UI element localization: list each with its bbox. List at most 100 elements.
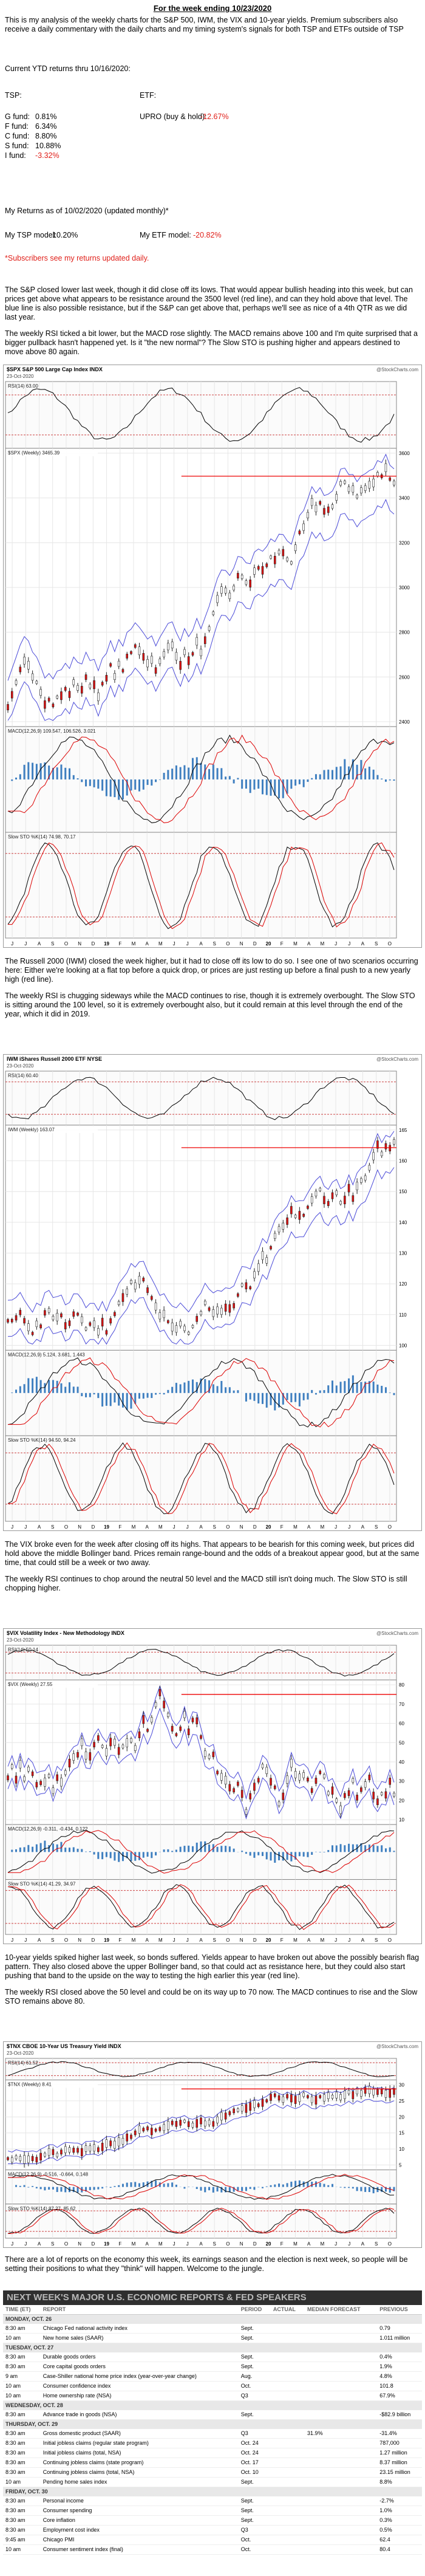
page-title: For the week ending 10/23/2020 (153, 4, 272, 13)
histogram-bar (76, 2187, 79, 2193)
candle-body (130, 2134, 132, 2139)
histogram-bar (118, 1852, 120, 1862)
candle-body (121, 1293, 124, 1302)
candle-body (39, 1324, 42, 1329)
histogram-bar (294, 1852, 297, 1860)
histogram-bar (208, 769, 211, 779)
month-label: J (348, 2241, 350, 2247)
price-tick: 3400 (399, 496, 410, 501)
macd-line (8, 2174, 395, 2200)
month-label: 20 (266, 941, 271, 947)
histogram-bar (302, 1852, 305, 1857)
histogram-bar (311, 2181, 313, 2187)
candle-body (360, 487, 362, 493)
cell-report: Initial jobless claims (total, NSA) (40, 2448, 239, 2458)
histogram-bar (64, 767, 67, 779)
month-label: J (186, 1937, 189, 1943)
candle-body (97, 1735, 100, 1741)
candle-body (72, 2148, 75, 2153)
histogram-bar (191, 1379, 194, 1393)
candle-body (97, 2147, 100, 2152)
candle-body (257, 1263, 260, 1272)
histogram-bar (188, 1845, 190, 1852)
candle-body (27, 1323, 30, 1331)
candle-body (249, 1793, 251, 1800)
candle-body (109, 663, 112, 667)
histogram-bar (44, 2187, 46, 2191)
cell-previous: 62.4 (377, 2535, 422, 2545)
price-tick: 30 (399, 2083, 404, 2088)
month-label: D (91, 941, 95, 947)
histogram-bar (216, 768, 219, 779)
candle-body (368, 481, 371, 489)
histogram-bar (286, 1852, 288, 1860)
upper-band (7, 1685, 395, 1800)
histogram-bar (335, 1385, 338, 1393)
section-text: The VIX broke even for the week after cl… (5, 1540, 420, 1600)
candle-body (158, 1689, 162, 1696)
histogram-bar (257, 1392, 260, 1404)
month-label: O (388, 2241, 392, 2247)
report-row: 8:30 am Chicago Fed national activity ind… (3, 2324, 422, 2334)
month-label: N (78, 941, 81, 947)
histogram-bar (64, 1848, 67, 1852)
candle-body (84, 674, 87, 680)
candle-body (302, 523, 305, 531)
price-tick: 30 (399, 1779, 404, 1784)
macd-line (7, 1357, 395, 1428)
candle-body (23, 1776, 25, 1781)
candle-body (240, 1283, 243, 1287)
sto-line (7, 842, 395, 930)
month-label: J (173, 1937, 175, 1943)
month-label: S (375, 1937, 378, 1943)
signal-line (8, 735, 395, 823)
section-text: The Russell 2000 (IWM) closed the week h… (5, 957, 420, 1026)
histogram-bar (179, 1384, 182, 1393)
report-row: 8:30 am Core capital goods orders Sept. 1.9… (3, 2362, 422, 2372)
candle-body (323, 508, 325, 515)
candle-body (319, 2095, 322, 2098)
report-row: 8:30 am Employment cost index Q3 0.5% (3, 2525, 422, 2535)
candle-body (237, 2108, 239, 2112)
candle-body (138, 1276, 141, 1285)
cell-period: Q3 (238, 2391, 271, 2401)
macd-legend: MACD(12,26,9) 109.547, 106.526, 3.021 (8, 728, 96, 734)
histogram-bar (278, 779, 280, 799)
candle-body (89, 1752, 92, 1761)
candle-body (298, 1211, 301, 1220)
month-label: A (38, 1524, 41, 1530)
candle-body (44, 700, 46, 709)
histogram-bar (72, 1386, 75, 1393)
histogram-bar (237, 2187, 239, 2191)
candle-body (121, 669, 124, 673)
candle-body (191, 1718, 194, 1722)
cell-median (305, 2535, 378, 2545)
histogram-bar (208, 2187, 211, 2191)
histogram-bar (15, 1849, 18, 1852)
histogram-bar (200, 762, 202, 779)
candle-body (368, 2086, 371, 2094)
month-label: A (199, 1937, 203, 1943)
histogram-bar (60, 1841, 63, 1852)
candle-body (60, 1778, 63, 1787)
histogram-bar (311, 778, 313, 779)
histogram-bar (64, 1386, 67, 1393)
histogram-bar (282, 1392, 284, 1405)
candle-body (72, 1753, 75, 1761)
candle-body (44, 2153, 46, 2157)
candle-body (335, 494, 338, 501)
price-tick: 25 (399, 2098, 404, 2104)
candle-body (253, 2100, 256, 2108)
histogram-bar (134, 2182, 137, 2187)
candle-body (270, 555, 272, 559)
month-label: J (11, 941, 13, 947)
cell-time: 8:30 am (3, 2448, 41, 2458)
cell-time: 8:30 am (3, 2515, 41, 2526)
histogram-bar (323, 1390, 325, 1393)
histogram-bar (282, 779, 284, 798)
candle-body (101, 1745, 104, 1748)
candle-body (220, 586, 223, 594)
histogram-bar (142, 2182, 144, 2187)
candle-body (138, 1731, 141, 1738)
histogram-bar (314, 774, 317, 779)
